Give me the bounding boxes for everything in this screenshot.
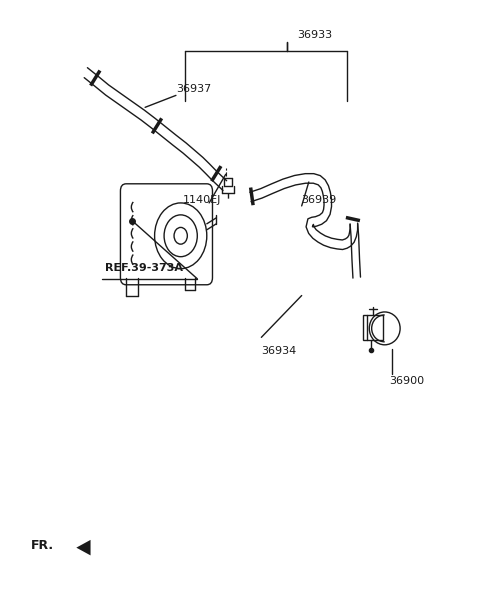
Text: 36934: 36934 <box>261 346 297 356</box>
Text: 36900: 36900 <box>389 376 425 386</box>
Bar <box>363 315 384 340</box>
Text: 36933: 36933 <box>297 30 332 40</box>
Text: 36939: 36939 <box>301 195 337 204</box>
Polygon shape <box>76 540 91 555</box>
Text: 36937: 36937 <box>176 84 211 94</box>
Text: REF.39-373A: REF.39-373A <box>105 263 183 273</box>
Text: 1140EJ: 1140EJ <box>183 195 221 204</box>
Text: FR.: FR. <box>31 538 54 552</box>
